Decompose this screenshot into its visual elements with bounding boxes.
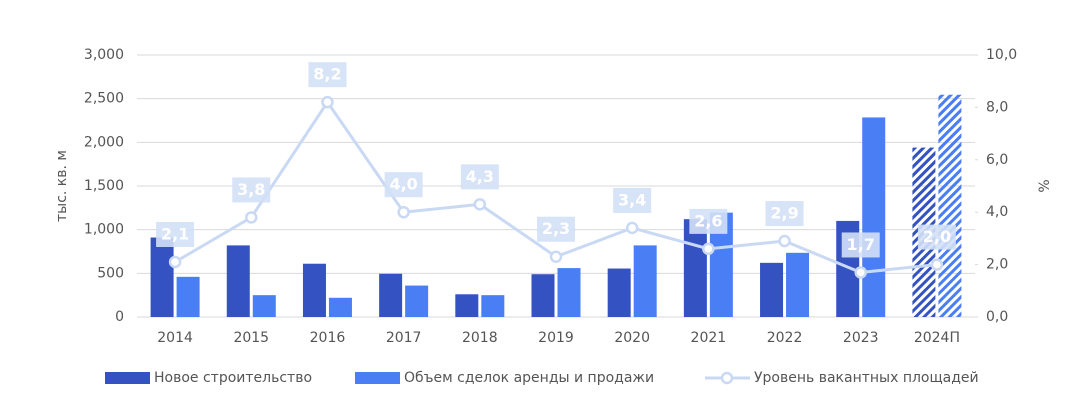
bar bbox=[379, 273, 403, 317]
data-label: 3,8 bbox=[237, 180, 265, 199]
data-label-box bbox=[841, 232, 880, 258]
line-marker bbox=[549, 250, 563, 263]
y-tick-label: 0 bbox=[115, 309, 124, 325]
legend-label: Уровень вакантных площадей bbox=[754, 370, 979, 386]
data-label: 4,3 bbox=[466, 167, 494, 186]
legend-swatch bbox=[355, 372, 400, 384]
data-label-box bbox=[156, 221, 195, 247]
bar bbox=[633, 245, 657, 317]
line-marker bbox=[930, 258, 944, 271]
y2-tick-label: 2,0 bbox=[986, 257, 1008, 273]
data-label: 2,6 bbox=[694, 211, 722, 230]
bar bbox=[938, 94, 962, 317]
legend-swatch bbox=[105, 372, 150, 384]
y-tick-label: 1,000 bbox=[84, 222, 124, 238]
x-tick-label: 2019 bbox=[538, 330, 574, 346]
line-marker bbox=[854, 266, 867, 279]
x-tick-label: 2021 bbox=[691, 330, 727, 346]
bar bbox=[226, 245, 250, 317]
bar bbox=[862, 117, 886, 318]
data-label: 3,4 bbox=[618, 190, 646, 209]
bar bbox=[252, 295, 276, 317]
bar bbox=[150, 237, 174, 317]
line-marker bbox=[702, 242, 715, 256]
y-tick-label: 1,500 bbox=[84, 178, 124, 194]
line-marker bbox=[778, 234, 791, 248]
x-tick-label: 2015 bbox=[233, 330, 269, 346]
line-marker bbox=[321, 95, 334, 109]
bar bbox=[302, 263, 326, 317]
y2-tick-label: 8,0 bbox=[986, 99, 1008, 115]
bar bbox=[607, 268, 631, 317]
data-label-box bbox=[917, 224, 956, 250]
data-label: 2,0 bbox=[923, 227, 951, 246]
line-marker bbox=[397, 205, 410, 219]
data-label-box bbox=[384, 172, 423, 198]
data-label-box bbox=[689, 208, 728, 234]
bar bbox=[557, 268, 581, 317]
x-tick-label: 2017 bbox=[386, 330, 422, 346]
data-label: 2,3 bbox=[542, 219, 570, 238]
bar bbox=[176, 276, 200, 317]
bar bbox=[786, 252, 810, 317]
legend-label: Объем сделок аренды и продажи bbox=[404, 370, 654, 386]
data-label: 2,1 bbox=[161, 224, 189, 243]
x-tick-label: 2023 bbox=[843, 330, 879, 346]
legend-label: Новое строительство bbox=[154, 370, 312, 386]
y2-tick-label: 4,0 bbox=[986, 204, 1008, 220]
data-label-box bbox=[460, 164, 499, 190]
x-tick-label: 2024П bbox=[914, 330, 960, 346]
data-label-box bbox=[232, 177, 271, 203]
bar bbox=[709, 212, 733, 317]
data-label: 8,2 bbox=[313, 65, 341, 84]
x-tick-label: 2022 bbox=[767, 330, 803, 346]
y2-tick-label: 10,0 bbox=[986, 47, 1017, 63]
data-label: 2,9 bbox=[770, 204, 798, 223]
line-marker bbox=[168, 255, 182, 269]
data-label-box bbox=[765, 201, 804, 227]
y-tick-label: 2,500 bbox=[84, 91, 124, 107]
bar bbox=[328, 297, 352, 317]
y-axis-label: тыс. кв. м bbox=[54, 150, 70, 222]
x-tick-label: 2014 bbox=[157, 330, 193, 346]
data-label: 1,7 bbox=[847, 235, 875, 254]
y-tick-label: 2,000 bbox=[84, 134, 124, 150]
line bbox=[174, 99, 938, 274]
x-tick-label: 2018 bbox=[462, 330, 498, 346]
x-tick-label: 2016 bbox=[310, 330, 346, 346]
data-label-box bbox=[613, 187, 652, 213]
line-marker bbox=[245, 211, 258, 224]
data-label: 4,0 bbox=[389, 175, 417, 194]
y2-tick-label: 0,0 bbox=[986, 309, 1008, 325]
legend-marker bbox=[720, 371, 734, 385]
y2-tick-label: 6,0 bbox=[986, 152, 1008, 168]
bar bbox=[760, 262, 784, 317]
bar bbox=[455, 294, 479, 317]
data-label-box bbox=[537, 216, 575, 242]
y-tick-label: 500 bbox=[97, 265, 124, 281]
y2-axis-label: % bbox=[1037, 179, 1053, 192]
bar bbox=[531, 274, 555, 317]
x-tick-label: 2020 bbox=[614, 330, 650, 346]
data-label-box bbox=[308, 62, 347, 88]
line-marker bbox=[625, 221, 639, 235]
bar bbox=[481, 295, 505, 317]
line-marker bbox=[473, 198, 487, 211]
y-tick-label: 3,000 bbox=[84, 47, 124, 63]
bar bbox=[405, 285, 429, 317]
